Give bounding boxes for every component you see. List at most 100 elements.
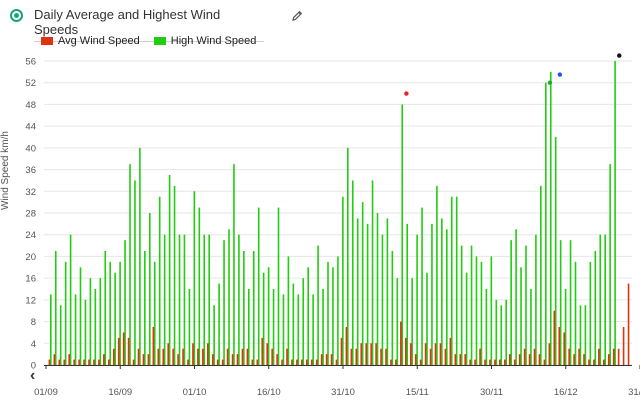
high-wind-bar (327, 261, 329, 365)
legend-item-avg[interactable]: Avg Wind Speed (41, 35, 140, 47)
avg-wind-bar (469, 359, 471, 365)
high-wind-bar (614, 61, 616, 365)
avg-wind-bar (221, 359, 224, 365)
high-wind-bar (223, 240, 225, 365)
high-wind-bar (163, 234, 166, 365)
avg-wind-bar (251, 359, 254, 365)
legend-item-high[interactable]: High Wind Speed (153, 35, 256, 47)
avg-wind-bar (444, 348, 447, 365)
x-tick-label: 30/11 (480, 387, 503, 398)
high-wind-bar (609, 164, 611, 365)
high-wind-bar (485, 289, 488, 365)
y-tick-label: 48 (25, 100, 36, 111)
avg-wind-bar (98, 359, 100, 365)
high-wind-bar (520, 267, 522, 365)
avg-wind-bar (291, 359, 293, 365)
high-wind-bar (252, 251, 255, 365)
high-wind-bar (401, 104, 404, 365)
avg-wind-bar (603, 359, 605, 365)
avg-wind-bar (494, 359, 496, 365)
high-wind-bar (208, 234, 210, 365)
avg-wind-bar (68, 354, 70, 365)
y-tick-label: 12 (25, 295, 36, 306)
high-wind-bar (376, 213, 379, 365)
high-wind-bar (228, 229, 230, 365)
avg-wind-bar (202, 348, 204, 365)
high-wind-bar (510, 240, 512, 365)
high-wind-bar (475, 256, 478, 365)
high-wind-bar (411, 278, 413, 365)
avg-wind-bar (256, 359, 259, 365)
high-wind-bar (109, 261, 111, 365)
avg-wind-bar (419, 359, 422, 365)
avg-wind-bar (83, 359, 85, 365)
high-wind-bar (371, 180, 374, 365)
high-wind-bar (64, 261, 67, 365)
high-wind-bar (455, 196, 458, 365)
x-tick-label: 16/10 (257, 387, 281, 398)
avg-wind-bar (340, 337, 343, 365)
peak-marker (547, 80, 553, 85)
high-wind-bar (426, 272, 428, 365)
peak-marker (557, 72, 563, 77)
high-wind-bar (287, 256, 290, 365)
high-wind-bar (574, 261, 577, 365)
pencil-icon[interactable] (290, 9, 304, 23)
high-wind-bar (183, 234, 186, 365)
high-wind-bar (238, 234, 240, 365)
avg-wind-bar (528, 354, 531, 365)
avg-wind-bar (484, 359, 486, 365)
avg-wind-bar (93, 359, 95, 365)
high-wind-bar (149, 213, 151, 365)
chart-title[interactable]: Daily Average and Highest Wind Speeds (34, 7, 264, 42)
avg-wind-bar (365, 343, 367, 365)
avg-wind-bar (558, 327, 561, 365)
high-wind-bar (342, 196, 344, 365)
avg-wind-bar (439, 343, 442, 365)
avg-wind-bar (454, 354, 457, 365)
high-wind-bar (505, 299, 507, 365)
avg-wind-bar (241, 348, 244, 365)
high-wind-bar (153, 261, 156, 365)
y-tick-label: 16 (25, 274, 36, 285)
avg-wind-bar (320, 354, 323, 365)
avg-wind-bar (207, 343, 209, 365)
high-wind-bar (540, 185, 542, 365)
avg-wind-bar (231, 354, 234, 365)
avg-wind-bar (306, 359, 308, 365)
chevron-left-icon[interactable]: ‹ (30, 367, 36, 384)
avg-wind-bar (108, 359, 110, 365)
high-wind-bar (515, 229, 517, 365)
avg-wind-bar (187, 359, 189, 365)
y-tick-label: 28 (25, 209, 36, 220)
y-tick-label: 0 (31, 361, 36, 372)
avg-wind-bar (622, 327, 625, 365)
avg-wind-bar (197, 348, 199, 365)
avg-wind-bar (226, 348, 229, 365)
avg-wind-bar (330, 354, 333, 365)
high-wind-bar (416, 234, 418, 365)
y-tick-label: 24 (25, 230, 36, 241)
high-wind-bar (549, 71, 552, 365)
avg-wind-bar (464, 354, 466, 365)
avg-wind-bar (325, 354, 328, 365)
radio-selected-icon[interactable] (10, 9, 23, 22)
high-wind-bar (465, 272, 468, 365)
avg-wind-bar (499, 359, 501, 365)
avg-wind-bar (301, 359, 303, 365)
avg-wind-bar (216, 359, 219, 365)
high-wind-bar (604, 234, 606, 365)
high-wind-bar (144, 251, 146, 365)
high-wind-bar (114, 272, 116, 365)
high-wind-bar (351, 180, 354, 365)
high-wind-bar (84, 299, 87, 365)
high-wind-bar (450, 196, 453, 365)
avg-wind-bar (142, 354, 145, 365)
avg-wind-bar (63, 359, 66, 365)
avg-wind-bar (73, 359, 75, 365)
avg-wind-bar (548, 343, 551, 365)
high-wind-bar (282, 294, 285, 365)
high-wind-bar (203, 234, 206, 365)
avg-wind-bar (103, 354, 105, 365)
high-wind-bar (119, 261, 121, 365)
